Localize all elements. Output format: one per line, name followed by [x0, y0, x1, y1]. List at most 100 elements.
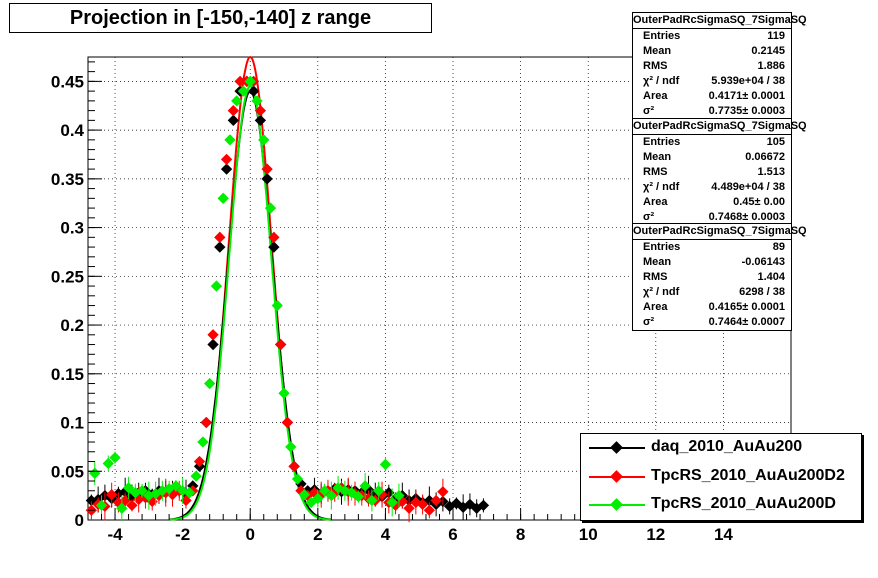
data-point — [379, 458, 392, 471]
data-point — [224, 134, 236, 146]
chart-title: Projection in [-150,-140] z range — [69, 7, 372, 29]
stats-row: σ² 0.7468± 0.0003 — [643, 211, 785, 223]
stats-row: Area 0.45± 0.00 — [643, 196, 785, 208]
y-tick-label: 0.3 — [60, 219, 84, 238]
data-point — [416, 498, 429, 511]
legend-marker — [610, 441, 623, 454]
stats-row: RMS 1.404 — [643, 271, 785, 283]
data-point — [183, 487, 196, 499]
data-point — [220, 153, 233, 166]
data-point — [291, 473, 304, 485]
chart-title-box: Projection in [-150,-140] z range — [9, 3, 432, 33]
data-point — [136, 485, 148, 497]
y-tick-label: 0.1 — [60, 414, 84, 433]
x-tick-label: -4 — [107, 525, 123, 544]
data-point — [214, 241, 226, 253]
data-point — [359, 480, 371, 492]
y-tick-label: 0.45 — [51, 72, 84, 91]
data-point — [366, 494, 378, 507]
x-tick-label: 6 — [448, 525, 457, 544]
stats-row: Entries 89 — [643, 241, 785, 253]
stats-box-title: OuterPadRcSigmaSQ_7SigmaSQ — [633, 224, 807, 240]
stats-row: σ² 0.7735± 0.0003 — [643, 105, 785, 117]
data-point — [318, 485, 331, 497]
stats-box-3: OuterPadRcSigmaSQ_7SigmaSQ Entries 89 Mea… — [632, 223, 807, 331]
x-tick-label: 8 — [516, 525, 525, 544]
y-tick-label: 0.05 — [51, 462, 84, 481]
stats-row: RMS 1.513 — [643, 166, 785, 178]
legend-entry: TpcRS_2010_AuAu200D — [581, 491, 861, 519]
data-point — [207, 329, 219, 341]
x-tick-label: -2 — [175, 525, 190, 544]
data-point — [214, 231, 226, 243]
data-point — [193, 455, 206, 468]
x-tick-label: 14 — [714, 525, 733, 544]
stats-row: χ² / ndf 5.939e+04 / 38 — [643, 75, 785, 87]
data-point — [271, 299, 283, 312]
data-point — [393, 489, 405, 502]
data-point — [278, 387, 290, 399]
x-tick-label: 4 — [381, 525, 391, 544]
data-point — [217, 192, 229, 204]
data-point — [274, 338, 287, 351]
data-points — [85, 75, 490, 523]
legend-marker — [610, 498, 623, 511]
data-point — [200, 416, 212, 429]
data-point — [437, 486, 449, 498]
data-point — [325, 489, 338, 502]
data-point — [261, 173, 273, 185]
y-axis: 0 0.05 0.1 0.15 0.2 0.25 0.3 0.35 0.4 0.45 — [51, 61, 102, 530]
x-tick-label: 12 — [646, 525, 665, 544]
data-point — [210, 280, 223, 292]
stats-box-title: OuterPadRcSigmaSQ_7SigmaSQ — [633, 119, 807, 135]
data-point — [285, 441, 297, 453]
y-tick-label: 0.25 — [51, 267, 84, 286]
x-axis: -4 -2 0 2 4 6 8 10 12 14 — [87, 508, 778, 544]
data-point — [204, 377, 216, 390]
x-tick-label: 10 — [579, 525, 598, 544]
x-tick-label: 0 — [245, 525, 254, 544]
data-point — [288, 460, 300, 473]
legend-entry: daq_2010_AuAu200 — [581, 434, 861, 462]
data-point — [170, 480, 182, 492]
data-point — [430, 494, 442, 507]
stats-row: χ² / ndf 6298 / 38 — [643, 286, 785, 298]
data-point — [312, 492, 324, 505]
stats-row: Mean -0.06143 — [643, 256, 785, 268]
stats-row: σ² 0.7464± 0.0007 — [643, 316, 785, 328]
stats-row: Mean 0.06672 — [643, 151, 785, 163]
stats-box-1: OuterPadRcSigmaSQ_7SigmaSQ Entries 119 Me… — [632, 12, 807, 120]
legend-label: daq_2010_AuAu200 — [651, 438, 803, 455]
data-point — [477, 499, 490, 512]
data-point — [281, 416, 294, 429]
data-point — [298, 488, 310, 501]
stats-row: Area 0.4165± 0.0001 — [643, 301, 785, 313]
data-point — [207, 338, 219, 351]
stats-row: Mean 0.2145 — [643, 45, 785, 57]
stats-row: Entries 119 — [643, 30, 785, 42]
y-tick-label: 0.15 — [51, 365, 84, 384]
data-point — [264, 202, 277, 214]
y-tick-label: 0 — [75, 511, 84, 530]
data-point — [261, 163, 273, 175]
data-point — [268, 231, 280, 243]
data-point — [197, 436, 209, 448]
stats-row: χ² / ndf 4.489e+04 / 38 — [643, 181, 785, 193]
stats-box-title: OuterPadRcSigmaSQ_7SigmaSQ — [633, 13, 807, 29]
stats-box-2: OuterPadRcSigmaSQ_7SigmaSQ Entries 105 Me… — [632, 118, 807, 226]
data-point — [220, 163, 233, 175]
stats-row: Area 0.4171± 0.0001 — [643, 90, 785, 102]
y-tick-label: 0.35 — [51, 170, 84, 189]
legend-marker — [610, 470, 623, 483]
data-point — [258, 134, 270, 146]
y-tick-label: 0.4 — [60, 121, 84, 140]
legend-entry: TpcRS_2010_AuAu200D2 — [581, 463, 861, 491]
data-point — [190, 470, 202, 482]
data-point — [268, 241, 280, 253]
data-point — [373, 485, 385, 497]
data-point — [352, 490, 365, 503]
data-point — [403, 502, 415, 514]
stats-row: Entries 105 — [643, 136, 785, 148]
data-point — [386, 496, 398, 509]
legend-label: TpcRS_2010_AuAu200D — [651, 495, 836, 512]
